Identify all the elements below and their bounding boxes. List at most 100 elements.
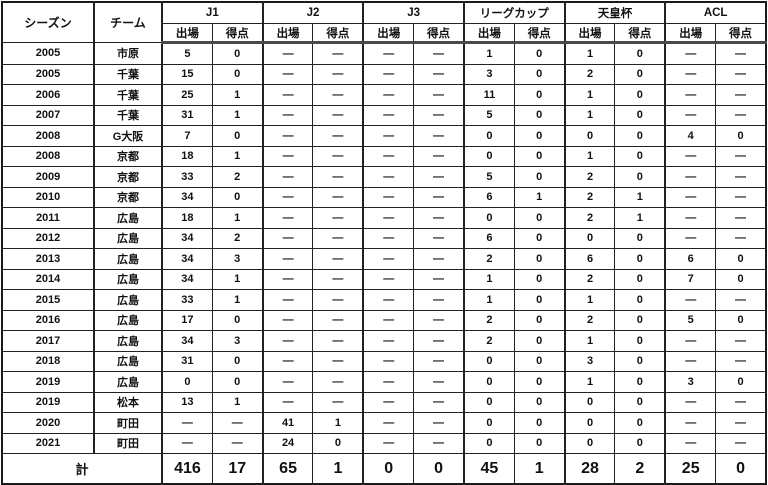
stat-cell: — (413, 350, 465, 372)
stat-cell: 7 (664, 268, 717, 290)
stat-cell: — (413, 391, 465, 413)
stat-cell: 1 (563, 371, 616, 393)
stat-cell: 0 (211, 63, 264, 85)
stat-cell: 3 (211, 248, 264, 270)
stat-cell: — (312, 63, 364, 85)
table-row: 2020 町田 — —41 1— —0 0 0 0— — (1, 412, 767, 434)
stat-cell: 0 (462, 371, 515, 393)
stat-cell: — (312, 350, 364, 372)
total-emperors-cup-apps: 28 (563, 453, 616, 485)
stat-cell: — (312, 371, 364, 393)
stat-cell: — (261, 63, 314, 85)
subheader-goals: 得点 (513, 23, 566, 44)
stat-cell: — (715, 391, 767, 413)
stat-cell: 0 (715, 268, 767, 290)
stat-cell: 0 (614, 432, 666, 454)
team-cell: 広島 (93, 309, 163, 331)
stat-cell: 0 (462, 125, 515, 147)
table-row: 2012 広島 34 2— — — —6 0 0 0— — (1, 227, 767, 249)
stat-cell: — (312, 309, 364, 331)
stat-cell: — (211, 432, 264, 454)
stat-cell: 0 (614, 166, 666, 188)
table-row: 2005 市原 5 0— — — —1 0 1 0— — (1, 42, 767, 65)
stat-cell: 0 (614, 391, 666, 413)
table-row: 2008 G大阪 7 0— — — —0 0 0 0 4 0 (1, 125, 767, 147)
stat-cell: — (715, 104, 767, 126)
total-acl-apps: 25 (664, 453, 717, 485)
group-header-league-cup: リーグカップ (462, 1, 566, 24)
stat-cell: 0 (462, 391, 515, 413)
stat-cell: — (362, 371, 415, 393)
stat-cell: 0 (211, 309, 264, 331)
team-cell: 千葉 (93, 63, 163, 85)
stat-cell: 0 (211, 42, 264, 65)
stat-cell: 0 (513, 145, 566, 167)
stat-cell: 2 (563, 186, 616, 208)
subheader-apps: 出場 (261, 23, 314, 44)
stat-cell: — (362, 166, 415, 188)
stat-cell: 41 (261, 412, 314, 434)
stat-cell: 0 (513, 104, 566, 126)
group-header-j1: J1 (161, 1, 264, 24)
stat-cell: — (664, 104, 717, 126)
stat-cell: 33 (160, 166, 213, 188)
stat-cell: — (261, 42, 314, 65)
total-league-cup-apps: 45 (462, 453, 515, 485)
stat-cell: 0 (715, 309, 767, 331)
stat-cell: 1 (614, 207, 666, 229)
stat-cell: 0 (513, 350, 566, 372)
stat-cell: 0 (563, 412, 616, 434)
stat-cell: — (261, 391, 314, 413)
season-cell: 2009 (1, 166, 95, 188)
stat-cell: 2 (563, 207, 616, 229)
stat-cell: 0 (211, 371, 264, 393)
stat-cell: — (362, 125, 415, 147)
stat-cell: — (362, 268, 415, 290)
team-cell: 広島 (93, 289, 163, 311)
stat-cell: — (664, 186, 717, 208)
stat-cell: 0 (513, 84, 566, 106)
stat-cell: — (413, 145, 465, 167)
stat-cell: — (261, 371, 314, 393)
stat-cell: 0 (614, 104, 666, 126)
stat-cell: 2 (563, 268, 616, 290)
stat-cell: — (664, 289, 717, 311)
stat-cell: 5 (664, 309, 717, 331)
stat-cell: 5 (160, 42, 213, 65)
subheader-goals: 得点 (312, 23, 364, 44)
stat-cell: — (261, 125, 314, 147)
team-cell: 広島 (93, 268, 163, 290)
stat-cell: 0 (513, 371, 566, 393)
stat-cell: — (715, 412, 767, 434)
stat-cell: 1 (563, 330, 616, 352)
subheader-goals: 得点 (715, 23, 767, 44)
stat-cell: 25 (160, 84, 213, 106)
stat-cell: 34 (160, 186, 213, 208)
stat-cell: 33 (160, 289, 213, 311)
stat-cell: — (362, 309, 415, 331)
stat-cell: 0 (715, 125, 767, 147)
season-cell: 2005 (1, 42, 95, 65)
stat-cell: — (413, 166, 465, 188)
stat-cell: 31 (160, 104, 213, 126)
stat-cell: 1 (211, 145, 264, 167)
stat-cell: — (362, 186, 415, 208)
season-cell: 2016 (1, 309, 95, 331)
stat-cell: — (664, 391, 717, 413)
team-cell: 町田 (93, 412, 163, 434)
stat-cell: 1 (211, 104, 264, 126)
stat-cell: 1 (462, 42, 515, 65)
stat-cell: — (261, 227, 314, 249)
stat-cell: — (664, 227, 717, 249)
stat-cell: — (413, 42, 465, 65)
stat-cell: — (413, 104, 465, 126)
stat-cell: 1 (211, 289, 264, 311)
stat-cell: 0 (614, 125, 666, 147)
stat-cell: — (362, 248, 415, 270)
season-cell: 2010 (1, 186, 95, 208)
table-row: 2009 京都 33 2— — — —5 0 2 0— — (1, 166, 767, 188)
team-column-header: チーム (93, 1, 163, 43)
stat-cell: — (664, 432, 717, 454)
stat-cell: 0 (614, 350, 666, 372)
stat-cell: — (715, 432, 767, 454)
